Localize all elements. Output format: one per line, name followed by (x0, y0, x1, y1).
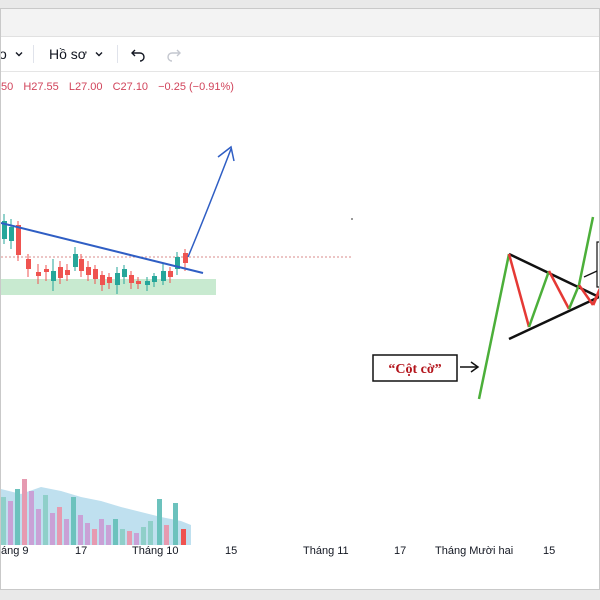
profile-dropdown[interactable]: Hồ sơ (49, 43, 105, 65)
candle (175, 252, 180, 275)
chevron-down-icon (15, 52, 23, 57)
candle (58, 261, 63, 284)
candle (44, 265, 49, 281)
flag-lower-boundary (508, 295, 599, 341)
ohlc-low: L27.00 (68, 81, 103, 93)
trendline (1, 222, 204, 274)
ohlc-readout: 50 H27.55 L27.00 C27.10 −0.25 (−0.91%) (1, 81, 241, 93)
right-label-box (596, 241, 599, 288)
candle (136, 277, 141, 289)
breakout-line (577, 216, 595, 286)
x-axis-label: áng 9 (1, 545, 29, 557)
flag-upper-boundary (508, 252, 599, 299)
toolbar-divider (117, 45, 118, 63)
x-axis-label: 15 (543, 545, 556, 557)
x-axis-label: 17 (394, 545, 407, 557)
ohlc-high: H27.55 (23, 81, 59, 93)
ohlc-open: 50 (1, 81, 14, 93)
candle (100, 271, 105, 291)
candle (107, 273, 112, 289)
ohlc-close: C27.10 (112, 81, 149, 93)
flagpole-label: “Cột cờ” (388, 362, 441, 377)
interval-label: o (1, 46, 7, 62)
candle (183, 249, 188, 271)
x-axis-label: Tháng 10 (132, 545, 179, 557)
candle (93, 265, 98, 284)
volume-bars (1, 479, 186, 545)
candle (129, 271, 134, 289)
candle (152, 273, 157, 287)
toolbar-divider (33, 45, 34, 63)
candle (79, 254, 84, 277)
candle (115, 267, 120, 294)
candle (168, 267, 173, 283)
candle (36, 264, 41, 284)
chart-toolbar: o Hồ sơ (1, 37, 599, 72)
candle (65, 264, 70, 281)
candle (73, 247, 78, 271)
candle (86, 261, 91, 281)
x-axis-label: 15 (225, 545, 238, 557)
candle (26, 254, 31, 277)
redo-icon[interactable] (165, 45, 183, 63)
top-strip (1, 9, 599, 37)
candle (122, 265, 127, 284)
interval-dropdown[interactable]: o (1, 43, 25, 65)
dot-marker (351, 218, 353, 220)
x-axis-label: Tháng Mười hai (435, 545, 514, 557)
breakout-arrow (187, 145, 235, 258)
candle (9, 219, 14, 249)
chevron-down-icon (95, 52, 103, 57)
chart-window: o Hồ sơ 50 H27.55 L27.00 C27.10 −0.25 (−… (0, 8, 600, 590)
flagpole-label-box (372, 354, 458, 382)
candle (2, 214, 7, 244)
candles (2, 214, 188, 294)
undo-icon[interactable] (129, 45, 147, 63)
flag-pattern-diagram (460, 216, 599, 400)
profile-label: Hồ sơ (49, 46, 87, 62)
candle (161, 263, 166, 285)
candle (51, 259, 56, 291)
chart-canvas[interactable]: “Cột cờ” (1, 9, 599, 589)
flagpole-line (477, 253, 511, 400)
candle (145, 277, 150, 291)
ohlc-change: −0.25 (−0.91%) (158, 81, 234, 93)
x-axis-label: 17 (75, 545, 88, 557)
x-axis-label: Tháng 11 (303, 545, 349, 557)
